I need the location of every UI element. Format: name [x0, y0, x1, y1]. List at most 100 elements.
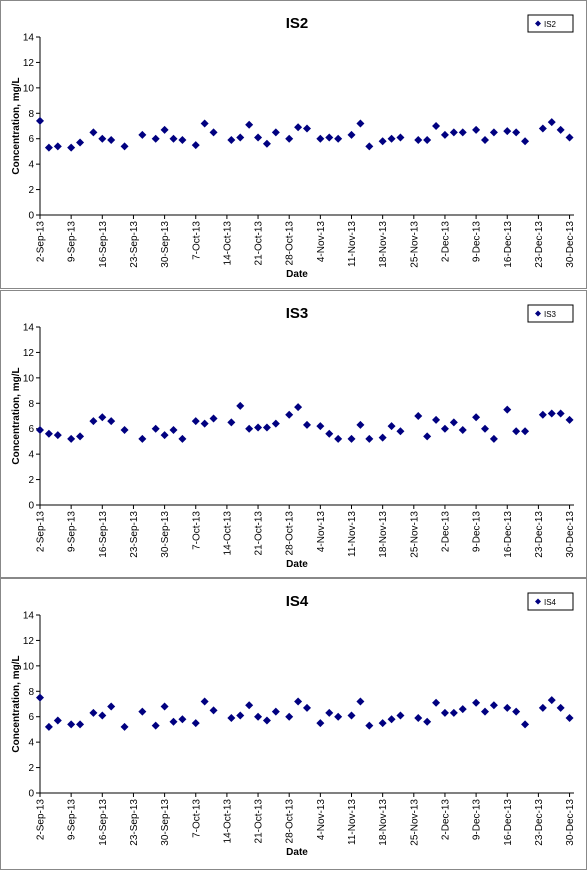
x-tick-label: 9-Dec-13: [472, 221, 483, 263]
point: [316, 719, 325, 728]
x-tick-label: 30-Dec-13: [565, 221, 576, 268]
x-axis-label: Date: [286, 559, 308, 570]
point: [67, 434, 76, 443]
point: [440, 708, 449, 717]
point: [481, 424, 489, 433]
point: [565, 133, 574, 142]
point: [481, 135, 489, 144]
point: [387, 422, 396, 431]
point: [481, 707, 489, 716]
x-tick-label: 30-Sep-13: [160, 511, 171, 558]
x-tick-label: 9-Dec-13: [472, 799, 483, 841]
y-tick-label: 4: [28, 450, 34, 461]
point: [489, 701, 498, 710]
point: [347, 130, 356, 139]
point: [89, 128, 98, 137]
x-tick-label: 25-Nov-13: [409, 799, 420, 846]
x-tick-label: 2-Sep-13: [36, 511, 47, 553]
point: [285, 712, 294, 721]
point: [227, 713, 236, 722]
point: [98, 711, 107, 720]
point: [262, 139, 271, 148]
legend-label: IS3: [544, 310, 557, 319]
point: [378, 719, 387, 728]
point: [538, 410, 547, 419]
point: [365, 434, 374, 443]
point: [512, 707, 521, 716]
point: [107, 702, 116, 711]
y-tick-label: 8: [28, 399, 34, 410]
point: [245, 120, 254, 129]
x-tick-label: 23-Dec-13: [534, 511, 545, 558]
point: [325, 133, 334, 142]
point: [160, 431, 169, 440]
y-tick-label: 6: [28, 712, 34, 723]
point: [169, 717, 178, 726]
point: [98, 134, 107, 143]
point: [107, 417, 116, 426]
y-tick-label: 6: [28, 424, 34, 435]
x-tick-label: 2-Sep-13: [36, 799, 47, 841]
x-tick-label: 21-Oct-13: [254, 799, 265, 844]
point: [76, 138, 85, 147]
point: [89, 417, 98, 426]
point: [396, 427, 405, 436]
x-tick-label: 2-Sep-13: [36, 221, 47, 263]
y-tick-label: 14: [23, 323, 35, 334]
point: [347, 711, 356, 720]
point: [169, 134, 178, 143]
x-tick-label: 18-Nov-13: [378, 799, 389, 846]
legend-marker: [535, 310, 541, 317]
point: [169, 425, 178, 434]
point: [151, 721, 160, 730]
point: [200, 697, 209, 706]
y-tick-label: 14: [23, 611, 35, 622]
y-tick-label: 10: [23, 661, 35, 672]
point: [120, 425, 129, 434]
point: [316, 422, 325, 431]
point: [440, 424, 449, 433]
point: [227, 418, 236, 427]
point: [538, 703, 547, 712]
legend-box: [527, 14, 574, 33]
point: [160, 125, 169, 134]
point: [449, 708, 458, 717]
x-axis-label: Date: [286, 847, 308, 858]
point: [521, 720, 530, 729]
point: [138, 130, 147, 139]
y-tick-label: 2: [28, 185, 34, 196]
y-tick-label: 0: [28, 789, 34, 800]
point: [387, 715, 396, 724]
point: [200, 119, 209, 128]
point: [414, 135, 423, 144]
x-tick-label: 23-Sep-13: [129, 799, 140, 846]
y-axis-label: Concentration, mg/L: [11, 367, 22, 464]
point: [334, 134, 343, 143]
point: [151, 134, 160, 143]
point: [191, 141, 200, 150]
point: [200, 419, 209, 428]
point: [472, 413, 481, 422]
point: [334, 712, 343, 721]
point: [325, 429, 334, 438]
y-tick-label: 2: [28, 763, 34, 774]
x-tick-label: 30-Dec-13: [565, 511, 576, 558]
legend-box: [527, 592, 574, 611]
x-tick-label: 14-Oct-13: [222, 799, 233, 844]
point: [120, 142, 129, 151]
point: [245, 701, 254, 710]
point: [285, 410, 294, 419]
x-tick-label: 16-Dec-13: [503, 511, 514, 558]
point: [396, 711, 405, 720]
point: [489, 434, 498, 443]
x-tick-label: 21-Oct-13: [254, 511, 265, 556]
x-tick-label: 11-Nov-13: [347, 511, 358, 557]
x-tick-label: 14-Oct-13: [222, 511, 233, 556]
y-axis-label: Concentration, mg/L: [11, 655, 22, 752]
legend-label: IS2: [544, 20, 557, 29]
point: [76, 720, 85, 729]
y-tick-label: 10: [23, 373, 35, 384]
panel-border: [0, 290, 587, 578]
point: [271, 707, 280, 716]
point: [303, 124, 311, 133]
